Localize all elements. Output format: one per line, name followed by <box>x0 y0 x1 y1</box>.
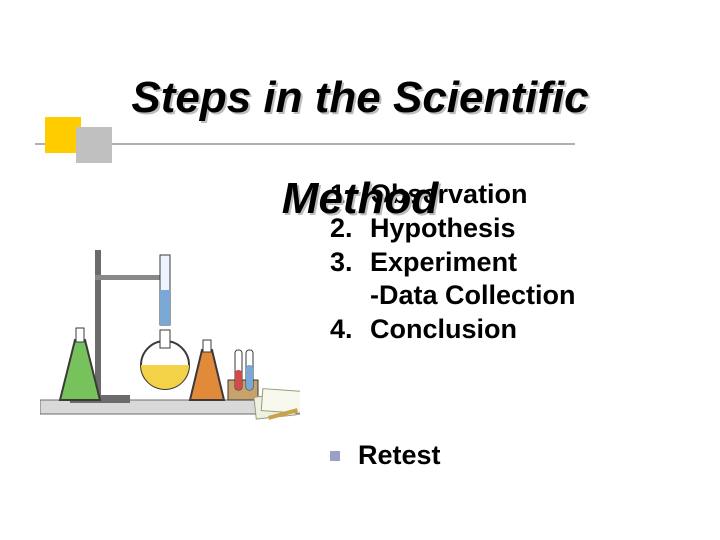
title-line2: Method <box>282 174 438 223</box>
lab-glassware-icon <box>40 230 300 440</box>
list-number: 3. <box>330 246 370 280</box>
list-item: -Data Collection <box>330 279 576 313</box>
slide-title: Steps in the Scientific Method Steps in … <box>0 22 720 224</box>
slide-title-text: Steps in the Scientific Method <box>0 22 720 224</box>
title-line1: Steps in the Scientific <box>131 73 588 122</box>
list-text: Experiment <box>370 246 517 280</box>
list-number: 4. <box>330 313 370 347</box>
list-text: -Data Collection <box>370 279 576 313</box>
retest-bullet: Retest <box>330 440 441 471</box>
chemistry-clipart <box>40 230 300 440</box>
list-item: 4. Conclusion <box>330 313 576 347</box>
list-item: 3. Experiment <box>330 246 576 280</box>
retest-text: Retest <box>358 440 441 471</box>
square-bullet-icon <box>330 451 340 461</box>
list-text: Conclusion <box>370 313 517 347</box>
list-number <box>330 279 370 313</box>
